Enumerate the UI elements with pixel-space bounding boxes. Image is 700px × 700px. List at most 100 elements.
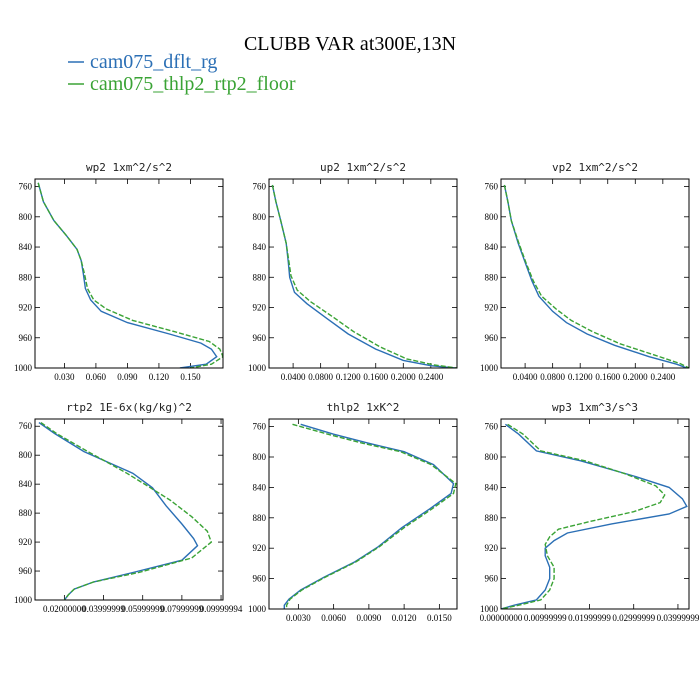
x-tick-label: 0.1600: [595, 372, 620, 382]
y-tick-label: 800: [253, 452, 267, 462]
x-tick-label: 0.02999999: [612, 613, 655, 623]
panel-grid: wp2 1xm^2/s^2 760 800 840 880 920 960 1000 0.030…: [14, 161, 700, 623]
y-tick-label: 1000: [14, 363, 33, 373]
y-tick-label: 840: [253, 242, 267, 252]
x-tick-label: 0.0150: [427, 613, 452, 623]
x-tick-label: 0.060: [86, 372, 107, 382]
series-line-floor: [285, 423, 457, 609]
y-tick-label: 920: [485, 303, 499, 313]
chart-title: CLUBB VAR at300E,13N: [244, 33, 456, 55]
y-tick-label: 760: [485, 422, 499, 432]
y-tick-label: 840: [253, 482, 267, 492]
panel-5: wp3 1xm^3/s^3 760 800 840 880 920 960 10000.000…: [480, 401, 700, 623]
panel-title: up2 1xm^2/s^2: [320, 161, 406, 174]
x-tick-label: 0.00000000: [480, 613, 523, 623]
x-tick-label: 0.2400: [418, 372, 443, 382]
y-tick-label: 840: [485, 482, 499, 492]
x-tick-label: 0.07999999: [161, 604, 204, 614]
y-tick-label: 800: [19, 450, 33, 460]
panel-title: vp2 1xm^2/s^2: [552, 161, 638, 174]
panel-title: wp2 1xm^2/s^2: [86, 161, 172, 174]
x-tick-label: 0.120: [149, 372, 170, 382]
panel-frame: [34, 178, 224, 369]
x-tick-label: 0.0030: [286, 613, 311, 623]
x-tick-label: 0.03999999: [657, 613, 700, 623]
panel-frame: [268, 178, 458, 369]
x-tick-label: 0.0400: [281, 372, 306, 382]
y-tick-label: 760: [253, 182, 267, 192]
x-tick-label: 0.2000: [391, 372, 416, 382]
y-tick-label: 800: [19, 212, 33, 222]
series-line-floor: [501, 423, 666, 609]
series-line-dflt: [38, 422, 199, 600]
legend-item-dflt: cam075_dflt_rg: [68, 51, 217, 73]
x-tick-label: 0.00999999: [524, 613, 567, 623]
x-tick-label: 0.0400: [513, 372, 538, 382]
legend-label-dflt: cam075_dflt_rg: [90, 51, 217, 73]
x-tick-label: 0.05999999: [121, 604, 164, 614]
x-tick-label: 0.1200: [568, 372, 593, 382]
series-line-floor: [503, 184, 689, 368]
y-tick-label: 920: [19, 537, 33, 547]
panel-0: wp2 1xm^2/s^2 760 800 840 880 920 960 1000 0.030…: [14, 161, 224, 382]
series-line-dflt: [283, 423, 455, 609]
x-tick-label: 0.02000000: [43, 604, 86, 614]
y-tick-label: 1000: [480, 604, 499, 614]
x-tick-label: 0.1600: [363, 372, 388, 382]
y-tick-label: 920: [253, 543, 267, 553]
y-tick-label: 960: [485, 333, 499, 343]
x-tick-label: 0.150: [180, 372, 201, 382]
x-tick-label: 0.2000: [623, 372, 648, 382]
y-tick-label: 800: [253, 212, 267, 222]
y-tick-label: 960: [253, 333, 267, 343]
panel-frame: [500, 178, 690, 369]
y-tick-label: 960: [253, 574, 267, 584]
panel-4: thlp2 1xK^2 760 800 840 880 920 960 1000 0.0030 0…: [248, 401, 458, 623]
series-line-dflt: [37, 182, 218, 368]
x-tick-label: 0.030: [54, 372, 75, 382]
y-tick-label: 920: [19, 303, 33, 313]
legend-label-floor: cam075_thlp2_rtp2_floor: [90, 73, 296, 95]
y-tick-label: 760: [253, 422, 267, 432]
series-line-dflt: [503, 184, 688, 368]
y-tick-label: 920: [485, 543, 499, 553]
x-tick-label: 0.090: [117, 372, 138, 382]
x-tick-label: 0.0060: [321, 613, 346, 623]
y-tick-label: 880: [485, 513, 499, 523]
series-line-dflt: [501, 423, 688, 609]
x-tick-label: 0.0090: [357, 613, 382, 623]
y-tick-label: 800: [485, 212, 499, 222]
panel-title: thlp2 1xK^2: [327, 401, 400, 414]
y-tick-label: 840: [19, 479, 33, 489]
y-tick-label: 1000: [14, 595, 33, 605]
x-tick-label: 0.01999999: [568, 613, 611, 623]
series-line-dflt: [271, 184, 455, 368]
y-tick-label: 880: [19, 272, 33, 282]
panel-1: up2 1xm^2/s^2 760 800 840 880 920 960 1000 0.040…: [248, 161, 458, 382]
x-tick-label: 0.2400: [650, 372, 675, 382]
panel-frame: [34, 418, 224, 601]
y-tick-label: 880: [253, 513, 267, 523]
y-tick-label: 760: [19, 421, 33, 431]
y-tick-label: 960: [19, 566, 33, 576]
y-tick-label: 1000: [248, 363, 267, 373]
y-tick-label: 760: [19, 182, 33, 192]
panel-frame: [500, 418, 690, 610]
y-tick-label: 840: [19, 242, 33, 252]
y-tick-label: 1000: [248, 604, 267, 614]
panel-title: rtp2 1E-6x(kg/kg)^2: [66, 401, 192, 414]
x-tick-label: 0.0800: [308, 372, 333, 382]
y-tick-label: 760: [485, 182, 499, 192]
y-tick-label: 960: [485, 574, 499, 584]
x-tick-label: 0.0120: [392, 613, 417, 623]
y-tick-label: 800: [485, 452, 499, 462]
x-tick-label: 0.0800: [540, 372, 565, 382]
x-tick-label: 0.1200: [336, 372, 361, 382]
y-tick-label: 880: [253, 272, 267, 282]
panel-3: rtp2 1E-6x(kg/kg)^2 760 800 840 880 920 960 100…: [14, 401, 243, 614]
x-tick-label: 0.09999994: [200, 604, 243, 614]
y-tick-label: 840: [485, 242, 499, 252]
y-tick-label: 880: [485, 272, 499, 282]
legend-item-floor: cam075_thlp2_rtp2_floor: [68, 73, 296, 95]
